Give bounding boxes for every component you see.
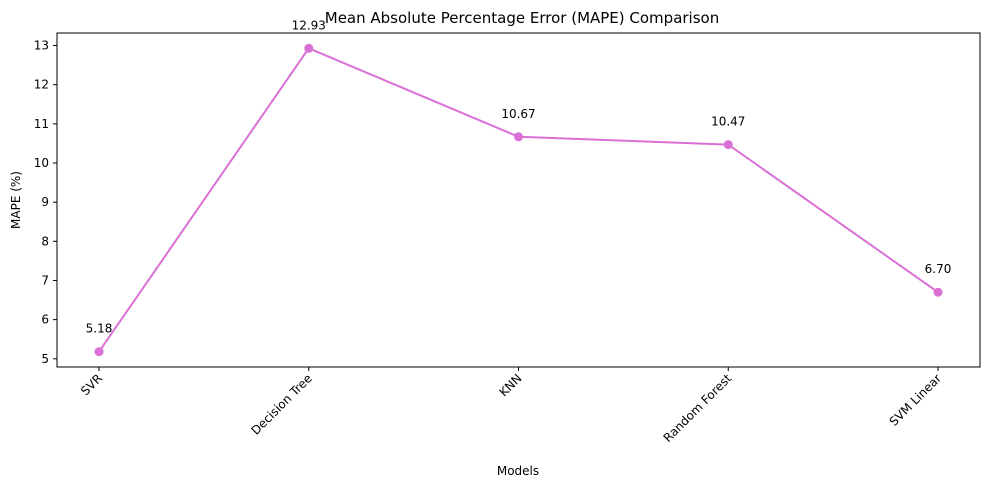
plot-frame (56, 32, 981, 368)
y-tick-label: 8 (41, 234, 49, 248)
series-markers (94, 43, 943, 357)
x-axis: SVR Decision Tree KNN Random Forest SVM Line… (78, 367, 944, 445)
x-tick-label: KNN (496, 371, 524, 399)
x-tick-label: Decision Tree (248, 371, 314, 437)
data-value-label: 10.67 (501, 107, 535, 121)
data-point (514, 132, 523, 142)
y-tick-label: 5 (41, 352, 49, 366)
y-tick-label: 12 (34, 78, 49, 92)
chart-title: Mean Absolute Percentage Error (MAPE) Co… (325, 9, 719, 27)
x-tick-label: SVR (78, 371, 105, 398)
y-tick-label: 11 (34, 117, 49, 131)
data-point (304, 43, 314, 53)
y-tick-label: 7 (41, 273, 49, 287)
data-labels: 5.18 12.93 10.67 10.47 6.70 (86, 18, 952, 335)
y-tick-label: 10 (34, 156, 49, 170)
series-line (98, 47, 939, 353)
data-point (94, 347, 104, 357)
data-value-label: 5.18 (86, 322, 113, 336)
x-tick-label: Random Forest (661, 371, 735, 445)
data-value-label: 6.70 (925, 262, 952, 276)
y-axis-label: MAPE (%) (9, 171, 23, 229)
x-axis-label: Models (497, 464, 539, 478)
y-tick-label: 13 (34, 39, 49, 53)
y-tick-label: 9 (41, 195, 49, 209)
y-tick-label: 6 (41, 313, 49, 327)
x-tick-label: SVM Linear (887, 371, 945, 429)
data-point (933, 287, 943, 297)
data-value-label: 10.47 (711, 115, 745, 129)
data-value-label: 12.93 (292, 18, 326, 32)
data-point (723, 140, 733, 150)
y-axis: 5 6 7 8 9 10 11 12 13 (34, 39, 57, 366)
